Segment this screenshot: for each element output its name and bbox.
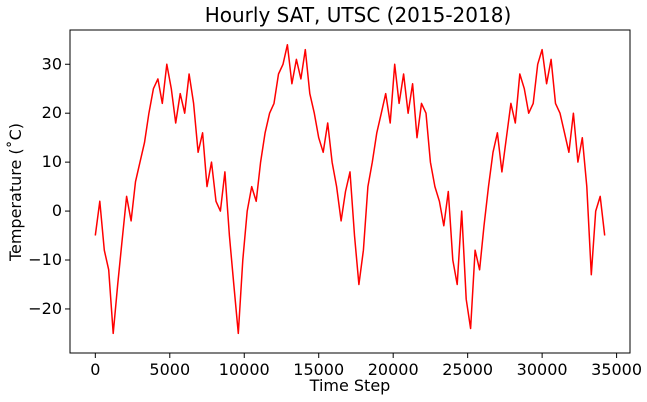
y-tick-label: 30 (42, 54, 62, 73)
x-tick-label: 30000 (517, 360, 568, 379)
series-line-0 (94, 43, 606, 335)
y-axis: −20 −10 0 10 20 30 (28, 54, 70, 318)
y-tick-label: −10 (28, 250, 62, 269)
y-tick-label: 20 (42, 103, 62, 122)
y-tick-label: 0 (52, 201, 62, 220)
x-tick-label: 35000 (591, 360, 642, 379)
x-axis: 0 5000 10000 15000 20000 25000 30000 35000 (90, 353, 642, 379)
x-tick-label: 10000 (219, 360, 270, 379)
x-tick-label: 20000 (368, 360, 419, 379)
plot-area (94, 43, 606, 335)
x-tick-label: 25000 (442, 360, 493, 379)
y-axis-label: Temperature (˚C) (6, 123, 25, 262)
x-axis-label: Time Step (309, 376, 391, 395)
y-tick-label: 10 (42, 152, 62, 171)
x-tick-label: 15000 (293, 360, 344, 379)
plot-frame (69, 29, 631, 354)
y-tick-label: −20 (28, 299, 62, 318)
x-tick-label: 5000 (149, 360, 190, 379)
chart-title: Hourly SAT, UTSC (2015-2018) (205, 3, 512, 27)
x-tick-label: 0 (90, 360, 100, 379)
